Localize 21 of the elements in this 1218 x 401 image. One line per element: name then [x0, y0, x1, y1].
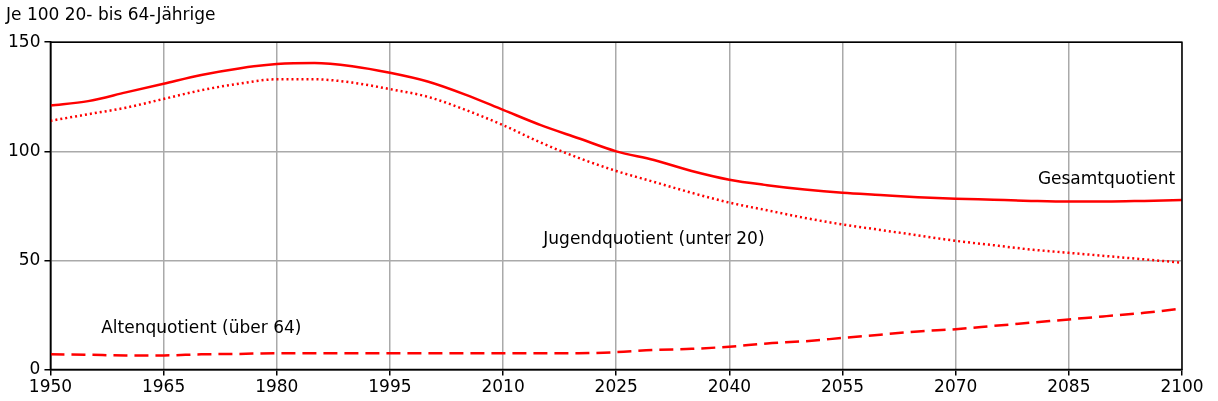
y-tick-label: 50 [18, 248, 41, 269]
x-tick-label: 2085 [1047, 376, 1091, 397]
series-label: Jugendquotient (unter 20) [542, 228, 765, 249]
x-tick-label: 1950 [28, 376, 73, 397]
x-tick-label: 2010 [481, 376, 525, 397]
line-series [50, 61, 1182, 203]
x-tick-label: 1995 [368, 376, 412, 397]
y-tick-label: 150 [7, 30, 41, 51]
x-tick-label: 2040 [707, 376, 752, 397]
y-tick-label: 0 [29, 358, 41, 379]
y-tick-label: 100 [7, 139, 41, 160]
x-tick-label: 1965 [141, 376, 186, 397]
series-label: Altenquotient (über 64) [101, 316, 302, 337]
x-tick-label: 2025 [594, 376, 638, 397]
x-tick-label: 1980 [255, 376, 299, 397]
x-tick-label: 2100 [1160, 376, 1204, 397]
y-axis-title: Je 100 20- bis 64-Jährige [4, 3, 217, 26]
x-tick-label: 2055 [820, 376, 865, 397]
line-series [50, 78, 1182, 264]
x-tick-label: 2070 [934, 376, 978, 397]
series-label: Gesamtquotient [1037, 167, 1176, 188]
